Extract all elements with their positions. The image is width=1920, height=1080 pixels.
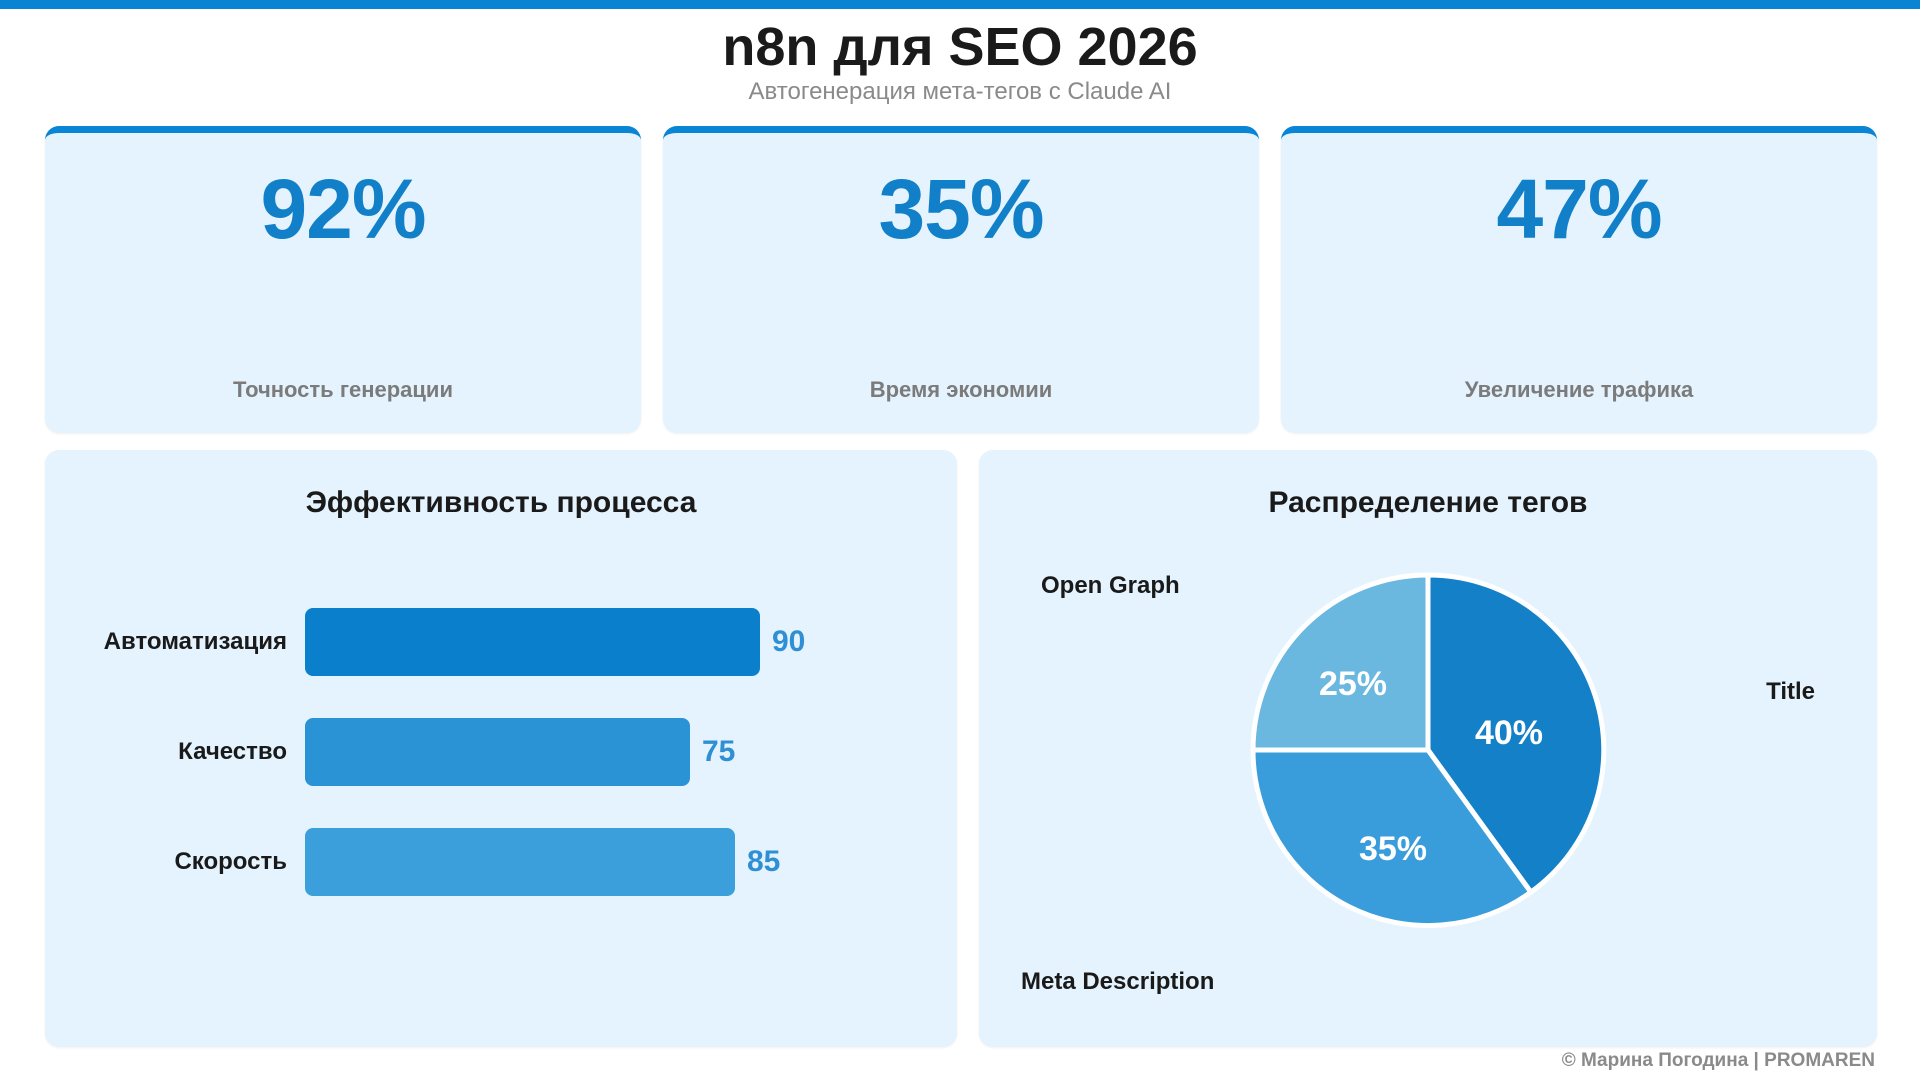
pie-chart: 40% 35% 25% Open Graph Meta Description … [979, 550, 1877, 1030]
pie-slice-meta-description [1250, 747, 1535, 929]
page-title: n8n для SEO 2026 [722, 17, 1198, 77]
bar-row: Качество 75 [45, 718, 957, 786]
stat-value: 47% [1496, 162, 1662, 256]
pie-chart-panel: Распределение тегов 40% 35% 25% Open Gra… [979, 450, 1877, 1047]
stat-card-traffic-growth: 47% Увеличение трафика [1281, 126, 1877, 433]
stat-label: Точность генерации [233, 377, 453, 402]
bar-row: Автоматизация 90 [45, 608, 957, 676]
bar-value-label: 85 [747, 845, 781, 878]
bar-value-label: 75 [702, 735, 736, 768]
pie-slice-value-title: 40% [1475, 714, 1543, 752]
bar-category-label: Скорость [174, 848, 287, 875]
top-accent-bar [0, 0, 1920, 9]
stat-card-accuracy: 92% Точность генерации [45, 126, 641, 433]
stats-row: 92% Точность генерации 35% Время экономи… [45, 126, 1877, 433]
pie-slice-open-graph [1250, 572, 1431, 753]
pie-svg: 40% 35% 25% [1250, 572, 1607, 929]
pie-chart-title: Распределение тегов [1268, 486, 1588, 519]
stat-label: Время экономии [869, 377, 1053, 402]
bar-value-label: 90 [772, 625, 806, 658]
pie-slice-title [1425, 572, 1607, 896]
bar-track: 85 [305, 828, 957, 896]
stat-value: 92% [260, 162, 426, 256]
panels-row: Эффективность процесса Автоматизация 90 … [45, 450, 1877, 1047]
bar-category-label: Автоматизация [103, 628, 287, 655]
bar-track: 75 [305, 718, 957, 786]
bar-fill [305, 718, 690, 786]
bar-fill [305, 828, 735, 896]
bar-chart-panel: Эффективность процесса Автоматизация 90 … [45, 450, 957, 1047]
bar-chart: Автоматизация 90 Качество 75 Скорость [45, 608, 957, 896]
pie-slice-value-open-graph: 25% [1319, 665, 1387, 703]
pie-label-open-graph: Open Graph [1041, 572, 1180, 599]
footer-credit: © Марина Погодина | PROMAREN [1561, 1050, 1875, 1071]
header: n8n для SEO 2026 Автогенерация мета-тего… [0, 9, 1920, 106]
stat-card-time-saving: 35% Время экономии [663, 126, 1259, 433]
pie-label-meta-description: Meta Description [1021, 968, 1215, 995]
stat-label: Увеличение трафика [1464, 377, 1694, 402]
bar-fill [305, 608, 760, 676]
bar-chart-title: Эффективность процесса [305, 486, 697, 519]
bar-category-label: Качество [178, 738, 287, 765]
pie-label-title: Title [1766, 678, 1815, 705]
stat-value: 35% [878, 162, 1044, 256]
bar-track: 90 [305, 608, 957, 676]
page-subtitle: Автогенерация мета-тегов с Claude AI [748, 78, 1172, 106]
bar-row: Скорость 85 [45, 828, 957, 896]
pie-slice-value-meta-description: 35% [1359, 830, 1427, 868]
